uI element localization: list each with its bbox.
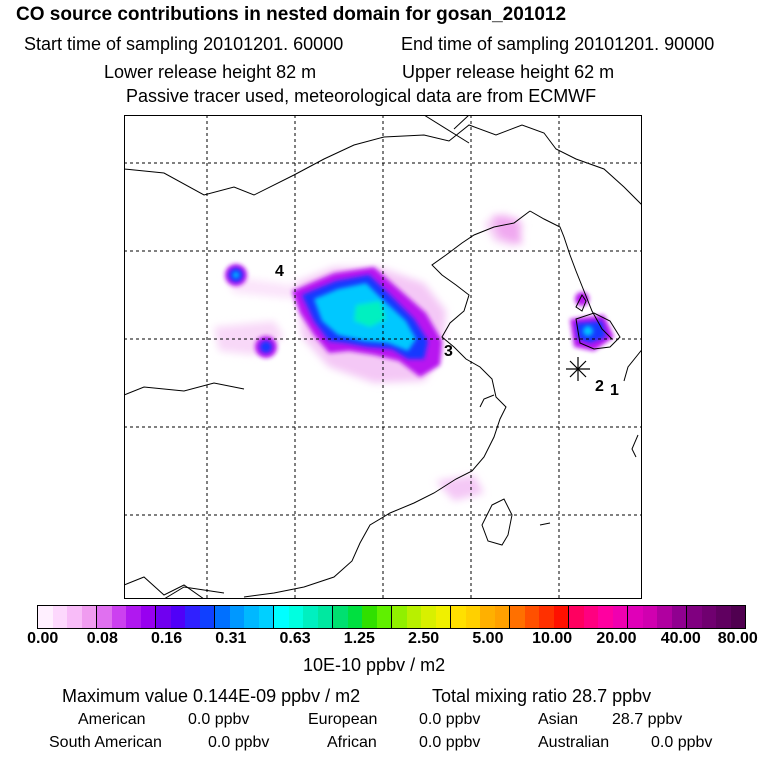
colorbar-swatch bbox=[140, 606, 155, 628]
max-value-text: Maximum value 0.144E-09 ppbv / m2 bbox=[62, 686, 361, 706]
colorbar-swatch bbox=[170, 606, 185, 628]
colorbar-swatch bbox=[229, 606, 244, 628]
colorbar-swatch bbox=[480, 606, 495, 628]
colorbar-swatch bbox=[406, 606, 421, 628]
colorbar-swatch bbox=[465, 606, 480, 628]
colorbar-swatch bbox=[730, 606, 745, 628]
map-svg: 1 2 3 4 bbox=[124, 115, 642, 599]
colorbar-tick-label: 20.00 bbox=[596, 630, 637, 647]
colorbar-swatch bbox=[81, 606, 96, 628]
colorbar-unit: 10E-10 ppbv / m2 bbox=[303, 655, 446, 675]
colorbar-swatch bbox=[376, 606, 391, 628]
colorbar-swatch bbox=[258, 606, 273, 628]
colorbar-swatch bbox=[686, 606, 702, 628]
upper-release-text: Upper release height 62 m bbox=[402, 62, 615, 82]
star-icon bbox=[566, 357, 590, 381]
colorbar-swatch bbox=[111, 606, 126, 628]
point-label-2: 2 bbox=[595, 378, 604, 395]
colorbar-swatch bbox=[347, 606, 362, 628]
map-panel: 1 2 3 4 bbox=[124, 115, 642, 599]
european-label: European bbox=[308, 711, 378, 728]
plume-mid bbox=[225, 264, 614, 377]
colorbar-swatch bbox=[494, 606, 509, 628]
end-time-text: End time of sampling 20101201. 90000 bbox=[401, 34, 715, 54]
colorbar-swatch bbox=[716, 606, 731, 628]
colorbar-swatch bbox=[598, 606, 613, 628]
colorbar-swatch bbox=[67, 606, 82, 628]
colorbar-swatch bbox=[332, 606, 348, 628]
colorbar-swatch bbox=[288, 606, 303, 628]
colorbar-swatch bbox=[362, 606, 377, 628]
south-american-label: South American bbox=[49, 734, 162, 751]
colorbar-tick-label: 10.00 bbox=[532, 630, 573, 647]
colorbar-swatch bbox=[539, 606, 554, 628]
colorbar-swatch bbox=[38, 606, 53, 628]
colorbar-swatch bbox=[303, 606, 318, 628]
point-label-3: 3 bbox=[444, 343, 453, 360]
plot-title: CO source contributions in nested domain… bbox=[16, 4, 567, 25]
colorbar-swatch bbox=[214, 606, 230, 628]
colorbar-swatch bbox=[126, 606, 141, 628]
colorbar-tick-label: 0.00 bbox=[27, 630, 59, 647]
colorbar-swatch bbox=[450, 606, 466, 628]
colorbar-tick-label: 1.25 bbox=[343, 630, 375, 647]
total-mixing-text: Total mixing ratio 28.7 ppbv bbox=[432, 686, 652, 706]
african-value: 0.0 ppbv bbox=[419, 734, 481, 751]
colorbar-tick-label: 0.31 bbox=[215, 630, 247, 647]
colorbar-swatch bbox=[317, 606, 332, 628]
colorbar-swatch bbox=[671, 606, 686, 628]
colorbar-swatch bbox=[273, 606, 289, 628]
start-time-text: Start time of sampling 20101201. 60000 bbox=[24, 34, 344, 54]
colorbar-tick-label: 0.08 bbox=[86, 630, 118, 647]
colorbar-tick-label: 80.00 bbox=[717, 630, 758, 647]
lower-release-text: Lower release height 82 m bbox=[104, 62, 317, 82]
asian-value: 28.7 ppbv bbox=[612, 711, 683, 728]
colorbar-swatch bbox=[96, 606, 112, 628]
plume-outer-haze bbox=[214, 213, 524, 501]
grid bbox=[124, 115, 642, 599]
map-frame bbox=[124, 115, 642, 599]
colorbar-tick-label: 2.50 bbox=[408, 630, 440, 647]
colorbar-swatch bbox=[244, 606, 259, 628]
colorbar-swatch bbox=[612, 606, 627, 628]
colorbar-swatch bbox=[657, 606, 672, 628]
colorbar-swatch bbox=[391, 606, 407, 628]
colorbar-swatch bbox=[568, 606, 584, 628]
australian-value: 0.0 ppbv bbox=[651, 734, 713, 751]
colorbar-swatch bbox=[583, 606, 598, 628]
colorbar-tick-label: 0.16 bbox=[150, 630, 183, 647]
australian-label: Australian bbox=[538, 734, 610, 751]
tracer-info-text: Passive tracer used, meteorological data… bbox=[126, 86, 597, 106]
colorbar-swatch bbox=[52, 606, 67, 628]
american-label: American bbox=[78, 711, 146, 728]
colorbar-swatch bbox=[185, 606, 200, 628]
colorbar-swatch bbox=[199, 606, 214, 628]
point-label-1: 1 bbox=[610, 382, 619, 399]
colorbar-swatch bbox=[435, 606, 450, 628]
colorbar-tick-label: 5.00 bbox=[472, 630, 504, 647]
colorbar-swatch bbox=[642, 606, 657, 628]
african-label: African bbox=[327, 734, 377, 751]
plume-core bbox=[233, 272, 593, 351]
asian-label: Asian bbox=[538, 711, 579, 728]
colorbar-swatch bbox=[421, 606, 436, 628]
colorbar-swatch bbox=[524, 606, 539, 628]
colorbar-tick-label: 0.63 bbox=[279, 630, 311, 647]
colorbar bbox=[37, 605, 746, 629]
coastlines bbox=[124, 115, 642, 599]
south-american-value: 0.0 ppbv bbox=[208, 734, 270, 751]
colorbar-swatch bbox=[627, 606, 643, 628]
colorbar-swatch bbox=[553, 606, 568, 628]
colorbar-tick-label: 40.00 bbox=[660, 630, 701, 647]
colorbar-swatch bbox=[701, 606, 716, 628]
american-value: 0.0 ppbv bbox=[188, 711, 250, 728]
point-label-4: 4 bbox=[275, 263, 284, 280]
colorbar-swatch bbox=[155, 606, 171, 628]
colorbar-swatch bbox=[509, 606, 525, 628]
european-value: 0.0 ppbv bbox=[419, 711, 481, 728]
